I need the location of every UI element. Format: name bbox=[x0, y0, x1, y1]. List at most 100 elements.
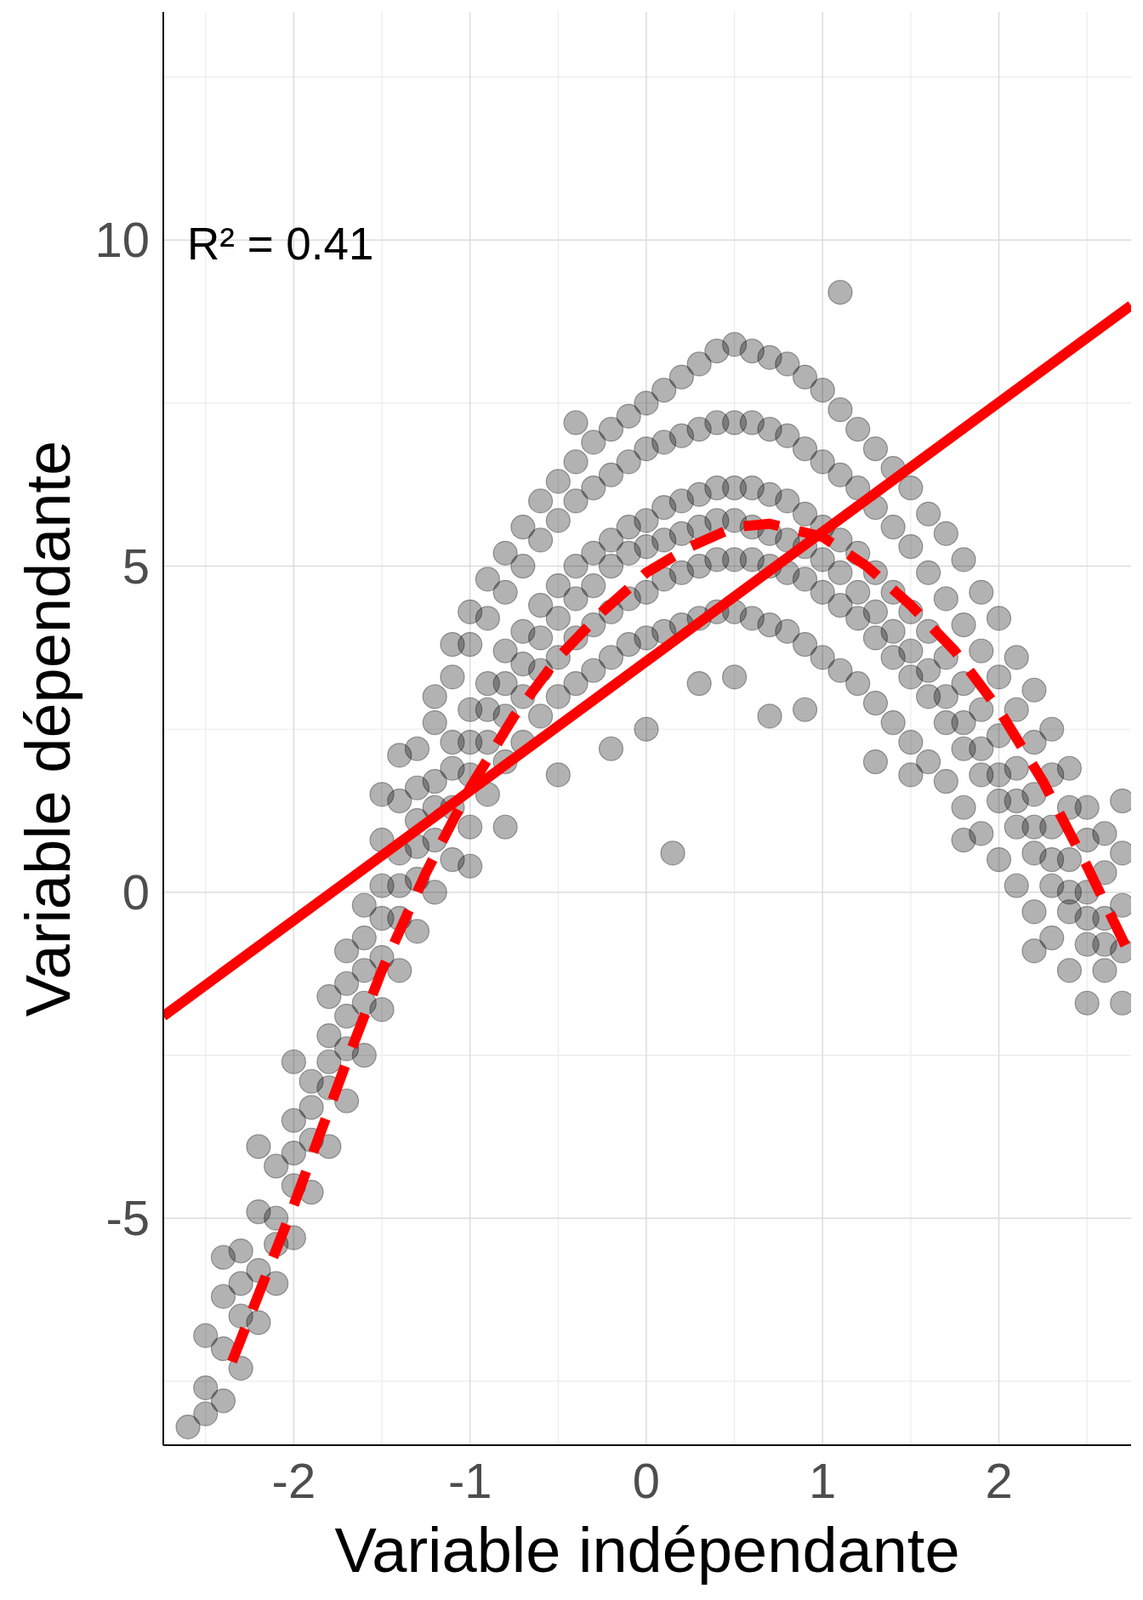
point bbox=[722, 665, 747, 689]
point bbox=[863, 691, 888, 716]
point bbox=[1092, 821, 1117, 846]
point bbox=[387, 958, 412, 983]
point bbox=[933, 586, 958, 611]
point bbox=[528, 704, 553, 728]
point bbox=[1040, 716, 1064, 741]
point bbox=[898, 534, 923, 559]
y-tick-label: 5 bbox=[122, 538, 150, 594]
point bbox=[511, 554, 535, 579]
x-tick-label: 0 bbox=[632, 1452, 660, 1508]
point bbox=[228, 1239, 253, 1263]
x-axis-title: Variable indépendante bbox=[334, 1514, 960, 1586]
minor-grid-line bbox=[163, 1054, 1132, 1056]
minor-grid-line bbox=[1086, 11, 1088, 1445]
minor-grid-line bbox=[163, 1380, 1132, 1382]
point bbox=[1022, 899, 1047, 924]
grid-line bbox=[163, 1216, 1132, 1219]
y-axis-title: Variable dépendante bbox=[12, 440, 84, 1018]
point bbox=[246, 1134, 271, 1159]
point bbox=[440, 665, 465, 689]
point bbox=[475, 606, 500, 631]
point bbox=[581, 574, 606, 598]
point bbox=[563, 410, 588, 435]
point bbox=[1057, 958, 1081, 983]
point bbox=[1110, 841, 1132, 865]
point bbox=[493, 814, 518, 839]
point bbox=[916, 750, 941, 774]
point bbox=[916, 560, 941, 585]
scatter-points bbox=[176, 280, 1132, 1439]
point bbox=[210, 1388, 235, 1413]
x-axis-line bbox=[163, 1444, 1132, 1446]
point bbox=[933, 521, 958, 546]
point bbox=[863, 750, 888, 774]
point bbox=[810, 378, 835, 403]
minor-grid-line bbox=[163, 76, 1132, 78]
point bbox=[369, 997, 394, 1022]
annotation: R² = 0.41 bbox=[187, 218, 374, 269]
point bbox=[545, 508, 570, 533]
point bbox=[846, 671, 871, 696]
point bbox=[299, 1095, 324, 1120]
point bbox=[916, 501, 941, 526]
fit-curve bbox=[232, 523, 1132, 1362]
point bbox=[987, 665, 1012, 689]
point bbox=[458, 853, 483, 878]
chart: -2-1012-50510Variable indépendanteVariab… bbox=[0, 0, 1143, 1600]
point bbox=[881, 619, 905, 643]
point bbox=[422, 710, 447, 735]
point bbox=[281, 1049, 306, 1074]
point bbox=[898, 638, 923, 663]
point bbox=[599, 736, 624, 761]
point bbox=[951, 547, 976, 572]
point bbox=[1004, 756, 1029, 780]
point bbox=[863, 599, 888, 624]
grid-line bbox=[163, 891, 1132, 893]
minor-grid-line bbox=[733, 11, 735, 1445]
x-tick-label: 1 bbox=[808, 1452, 836, 1508]
point bbox=[458, 632, 483, 657]
point bbox=[987, 847, 1012, 872]
point bbox=[404, 736, 429, 761]
point bbox=[1110, 990, 1132, 1015]
point bbox=[634, 716, 659, 741]
point bbox=[1110, 789, 1132, 814]
point bbox=[563, 449, 588, 474]
y-tick-label: 10 bbox=[94, 211, 150, 268]
point bbox=[846, 580, 871, 604]
x-tick-label: -1 bbox=[448, 1452, 493, 1508]
point bbox=[528, 489, 553, 513]
point bbox=[458, 814, 483, 839]
grid-line bbox=[469, 11, 472, 1445]
point bbox=[951, 613, 976, 637]
point bbox=[660, 841, 685, 865]
point bbox=[1040, 926, 1064, 950]
point bbox=[246, 1310, 271, 1335]
point bbox=[969, 821, 994, 846]
point bbox=[951, 795, 976, 819]
point bbox=[528, 625, 553, 650]
point bbox=[828, 280, 853, 305]
point bbox=[528, 528, 553, 552]
point bbox=[933, 769, 958, 794]
point bbox=[828, 560, 853, 585]
point bbox=[1057, 847, 1081, 872]
point bbox=[545, 762, 570, 787]
point bbox=[881, 710, 905, 735]
point bbox=[1057, 756, 1081, 780]
point bbox=[493, 580, 518, 604]
fit-line bbox=[163, 305, 1132, 1017]
point bbox=[757, 704, 782, 728]
x-tick-label: 2 bbox=[984, 1452, 1013, 1508]
point bbox=[793, 697, 818, 722]
point bbox=[1022, 677, 1047, 702]
point bbox=[545, 469, 570, 494]
y-axis-line bbox=[162, 11, 165, 1445]
plot-area bbox=[163, 280, 1132, 1439]
point bbox=[969, 697, 994, 722]
point bbox=[1004, 873, 1029, 898]
y-tick-label: 0 bbox=[122, 864, 150, 920]
grid-line bbox=[821, 11, 824, 1445]
point bbox=[1092, 958, 1117, 983]
point bbox=[1074, 990, 1099, 1015]
